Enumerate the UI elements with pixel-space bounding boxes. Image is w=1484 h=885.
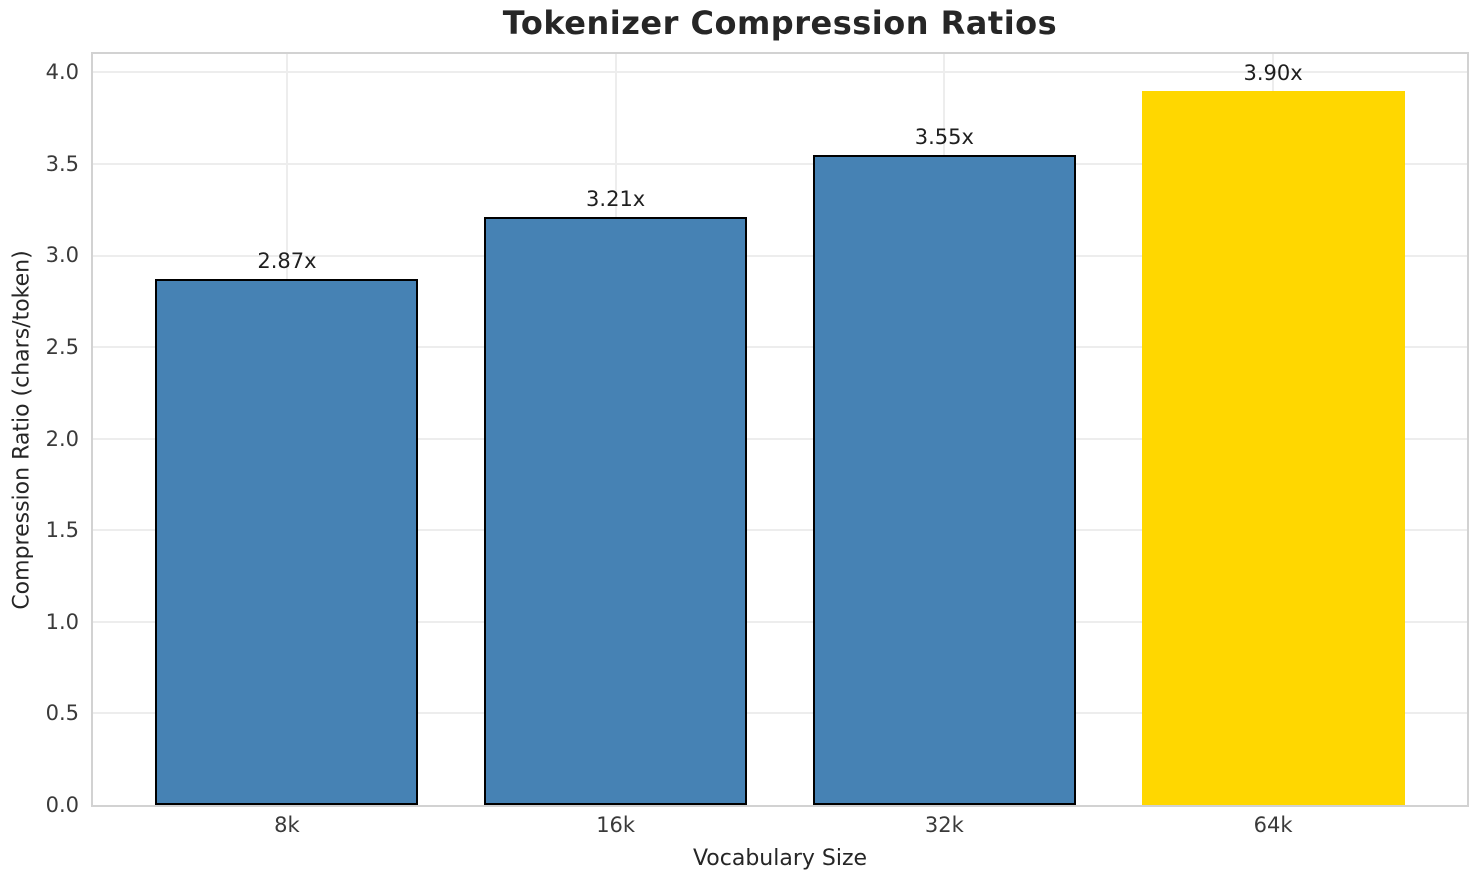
bar-value-label: 3.90x bbox=[1243, 60, 1303, 85]
bar-32k bbox=[812, 154, 1076, 805]
x-tick-label: 8k bbox=[274, 813, 300, 837]
y-tick-label: 3.5 bbox=[45, 151, 79, 176]
y-gridline bbox=[93, 254, 1467, 257]
y-tick-label: 2.0 bbox=[45, 426, 79, 451]
bar-value-label: 3.55x bbox=[914, 124, 974, 149]
x-tick-label: 64k bbox=[1253, 813, 1293, 837]
y-tick-label: 1.0 bbox=[45, 609, 79, 634]
y-gridline bbox=[93, 162, 1467, 165]
bar-16k bbox=[484, 217, 748, 805]
bar-64k bbox=[1141, 90, 1405, 805]
x-tick-label: 16k bbox=[596, 813, 636, 837]
y-gridline bbox=[93, 712, 1467, 715]
bar-value-label: 3.21x bbox=[586, 187, 646, 212]
chart-title: Tokenizer Compression Ratios bbox=[502, 4, 1058, 42]
y-gridline bbox=[93, 71, 1467, 74]
bar-8k bbox=[155, 279, 419, 805]
plot-area: 2.87x 3.21x 3.55x 3.90x bbox=[91, 52, 1469, 807]
x-tick-label: 32k bbox=[924, 813, 964, 837]
y-gridline bbox=[93, 346, 1467, 349]
y-tick-label: 1.5 bbox=[45, 518, 79, 543]
y-tick-label: 0.5 bbox=[45, 701, 79, 726]
y-tick-label: 0.0 bbox=[45, 793, 79, 817]
y-gridline bbox=[93, 437, 1467, 440]
y-tick-label: 3.0 bbox=[45, 243, 79, 268]
y-tick-label: 2.5 bbox=[45, 335, 79, 360]
bar-value-label: 2.87x bbox=[257, 249, 317, 274]
y-tick-label: 4.0 bbox=[45, 60, 79, 85]
x-axis-label: Vocabulary Size bbox=[692, 846, 868, 871]
y-gridline bbox=[93, 529, 1467, 532]
y-gridline bbox=[93, 620, 1467, 623]
